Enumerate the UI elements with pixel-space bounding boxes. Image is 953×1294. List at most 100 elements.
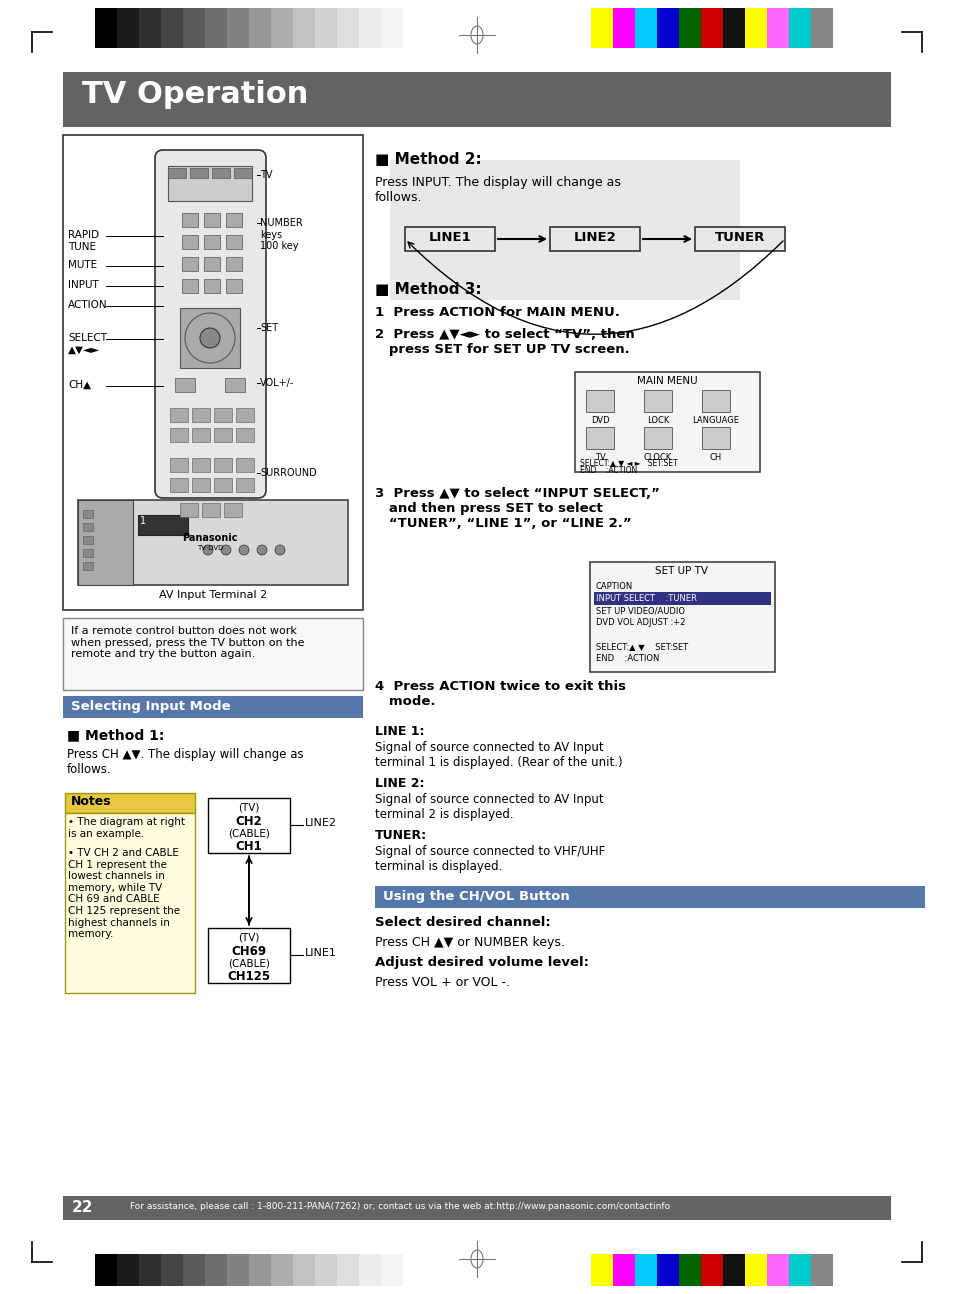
Bar: [679, 8, 700, 48]
Bar: [402, 1254, 424, 1286]
Bar: [170, 408, 188, 422]
Bar: [766, 8, 788, 48]
Ellipse shape: [221, 545, 231, 555]
Text: Adjust desired volume level:: Adjust desired volume level:: [375, 956, 588, 969]
Bar: [182, 236, 198, 248]
Text: 4  Press ACTION twice to exit this
   mode.: 4 Press ACTION twice to exit this mode.: [375, 681, 625, 708]
Text: SELECT:▲ ▼    SET:SET: SELECT:▲ ▼ SET:SET: [596, 642, 687, 651]
Bar: [83, 562, 92, 569]
Text: MAIN MENU: MAIN MENU: [636, 377, 697, 386]
Text: LINE1: LINE1: [428, 232, 471, 245]
Text: LINE2: LINE2: [305, 818, 336, 828]
Text: LANGUAGE: LANGUAGE: [692, 415, 739, 424]
Text: Panasonic: Panasonic: [182, 533, 237, 543]
Text: SELECT
▲▼◄►: SELECT ▲▼◄►: [68, 333, 107, 355]
Bar: [63, 135, 363, 609]
Bar: [744, 8, 766, 48]
Bar: [168, 166, 252, 201]
Bar: [227, 1254, 249, 1286]
Bar: [117, 8, 139, 48]
Bar: [208, 928, 290, 983]
Text: ACTION: ACTION: [68, 300, 108, 311]
Text: DVD: DVD: [590, 415, 609, 424]
Text: (CABLE): (CABLE): [228, 828, 270, 839]
Text: CH69: CH69: [232, 945, 266, 958]
Text: Selecting Input Mode: Selecting Input Mode: [71, 700, 231, 713]
Text: CLOCK: CLOCK: [643, 453, 672, 462]
Bar: [390, 160, 740, 300]
Text: • TV CH 2 and CABLE
CH 1 represent the
lowest channels in
memory, while TV
CH 69: • TV CH 2 and CABLE CH 1 represent the l…: [68, 848, 180, 939]
Text: Notes: Notes: [71, 795, 112, 807]
Text: SET UP TV: SET UP TV: [655, 565, 708, 576]
Bar: [95, 8, 117, 48]
Bar: [380, 8, 402, 48]
Ellipse shape: [203, 545, 213, 555]
Bar: [358, 8, 380, 48]
Bar: [182, 280, 198, 292]
Bar: [226, 236, 242, 248]
Bar: [138, 515, 188, 534]
Text: NUMBER
keys
100 key: NUMBER keys 100 key: [260, 217, 302, 251]
Text: (TV): (TV): [238, 804, 259, 813]
Text: CAPTION: CAPTION: [596, 582, 633, 591]
Bar: [271, 8, 293, 48]
Bar: [183, 8, 205, 48]
Text: Press CH ▲▼ or NUMBER keys.: Press CH ▲▼ or NUMBER keys.: [375, 936, 564, 949]
Bar: [192, 408, 210, 422]
Text: 2  Press ▲▼◄► to select “TV”, then
   press SET for SET UP TV screen.: 2 Press ▲▼◄► to select “TV”, then press …: [375, 327, 634, 356]
Bar: [78, 499, 132, 585]
Text: For assistance, please call : 1-800-211-PANA(7262) or, contact us via the web at: For assistance, please call : 1-800-211-…: [130, 1202, 669, 1211]
Text: END    :ACTION: END :ACTION: [579, 466, 637, 475]
Text: LINE 2:: LINE 2:: [375, 776, 424, 791]
Bar: [679, 1254, 700, 1286]
Text: Press INPUT. The display will change as
follows.: Press INPUT. The display will change as …: [375, 176, 620, 204]
Bar: [180, 308, 240, 367]
Bar: [700, 1254, 722, 1286]
Bar: [161, 8, 183, 48]
Bar: [336, 1254, 358, 1286]
Bar: [83, 536, 92, 543]
Bar: [226, 280, 242, 292]
Text: 22: 22: [71, 1200, 93, 1215]
Bar: [190, 168, 208, 179]
Text: ■ Method 3:: ■ Method 3:: [375, 282, 481, 298]
Bar: [117, 1254, 139, 1286]
Bar: [590, 8, 613, 48]
Bar: [182, 214, 198, 226]
Bar: [63, 72, 890, 127]
Bar: [635, 1254, 657, 1286]
Text: DVD VOL ADJUST :+2: DVD VOL ADJUST :+2: [596, 619, 684, 628]
Bar: [788, 8, 810, 48]
Text: SELECT:▲ ▼ ◄ ►   SET:SET: SELECT:▲ ▼ ◄ ► SET:SET: [579, 458, 677, 467]
Bar: [65, 793, 194, 813]
Bar: [224, 503, 242, 518]
Text: Using the CH/VOL Button: Using the CH/VOL Button: [382, 890, 569, 903]
Bar: [63, 619, 363, 690]
Text: ■ Method 2:: ■ Method 2:: [375, 151, 481, 167]
Bar: [314, 8, 336, 48]
Bar: [575, 371, 760, 472]
Bar: [161, 1254, 183, 1286]
Bar: [63, 1196, 890, 1220]
Text: (CABLE): (CABLE): [228, 958, 270, 968]
Text: LINE2: LINE2: [573, 232, 616, 245]
Bar: [293, 8, 314, 48]
Bar: [95, 1254, 117, 1286]
Bar: [170, 428, 188, 443]
Ellipse shape: [274, 545, 285, 555]
Bar: [180, 503, 198, 518]
Bar: [700, 8, 722, 48]
Bar: [635, 8, 657, 48]
Bar: [235, 428, 253, 443]
Text: TV: TV: [594, 453, 605, 462]
Text: INPUT: INPUT: [68, 280, 99, 290]
Bar: [170, 458, 188, 472]
Text: 1: 1: [140, 516, 146, 525]
Bar: [227, 8, 249, 48]
Ellipse shape: [200, 327, 220, 348]
Bar: [590, 1254, 613, 1286]
Bar: [249, 8, 271, 48]
Bar: [613, 1254, 635, 1286]
Bar: [83, 549, 92, 556]
Bar: [810, 1254, 832, 1286]
